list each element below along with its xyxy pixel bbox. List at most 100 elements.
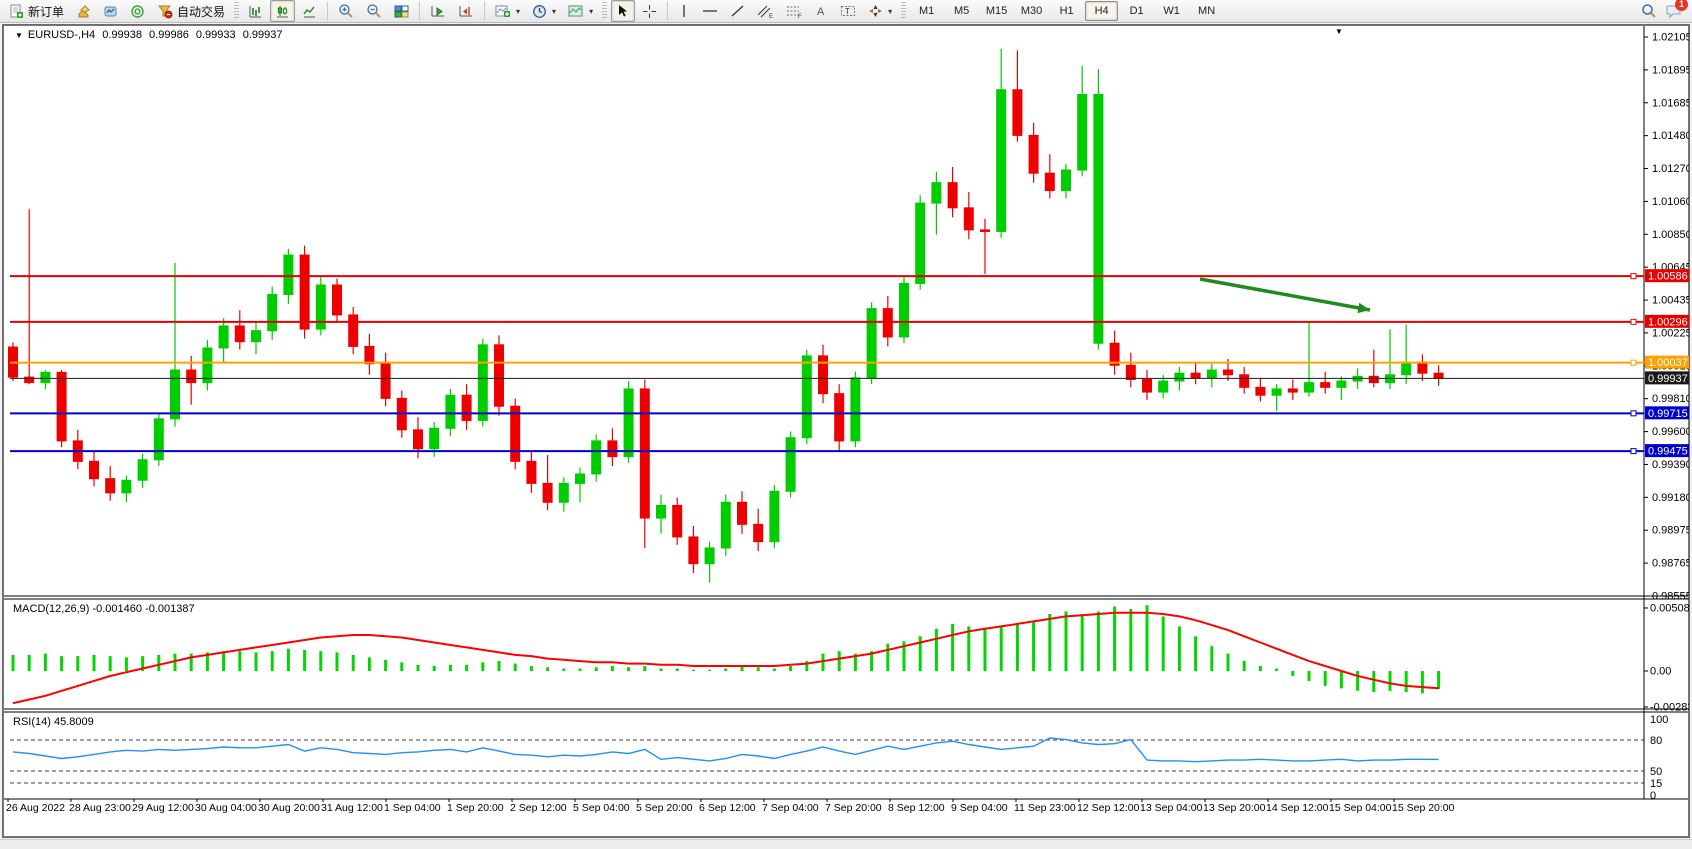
timeframe-d1-button[interactable]: D1 (1129, 5, 1144, 17)
svg-text:1.01270: 1.01270 (1652, 163, 1689, 175)
templates-icon (568, 5, 583, 16)
bar-chart-button[interactable] (243, 0, 268, 22)
timeframe-mn-button[interactable]: MN (1198, 5, 1216, 17)
svg-text:5 Sep 20:00: 5 Sep 20:00 (636, 802, 693, 814)
autotrading-button[interactable]: 自动交易 (152, 0, 230, 22)
ohlc-low: 0.99933 (195, 29, 236, 41)
market-watch-button[interactable] (71, 0, 96, 22)
timeframe-m30-button[interactable]: M30 (1020, 5, 1043, 17)
svg-text:14 Sep 12:00: 14 Sep 12:00 (1266, 802, 1329, 814)
trendline-icon (731, 5, 744, 17)
svg-text:1.01060: 1.01060 (1652, 196, 1689, 208)
symbol-dropdown-icon[interactable]: ▼ (15, 31, 23, 40)
svg-text:11 Sep 23:00: 11 Sep 23:00 (1014, 802, 1076, 814)
auto-scroll-button[interactable] (425, 0, 451, 22)
timeframe-m5-button[interactable]: M5 (953, 5, 970, 17)
fibonacci-button[interactable]: F (781, 0, 808, 22)
svg-text:5 Sep 04:00: 5 Sep 04:00 (573, 802, 630, 814)
ohlc-high: 0.99986 (149, 29, 189, 41)
svg-text:0.99600: 0.99600 (1652, 426, 1689, 438)
horizontal-line-icon (703, 10, 718, 12)
svg-text:100: 100 (1650, 714, 1668, 726)
toolbar-grip (602, 2, 608, 20)
svg-text:E: E (769, 14, 773, 19)
svg-text:15 Sep 04:00: 15 Sep 04:00 (1329, 802, 1392, 814)
zoom-out-button[interactable] (361, 0, 387, 22)
auto-scroll-icon (431, 5, 445, 16)
equidistant-channel-button[interactable]: E (752, 0, 779, 22)
periods-caret-icon: ▾ (552, 6, 557, 16)
svg-text:0: 0 (1650, 790, 1656, 802)
zoom-in-button[interactable] (333, 0, 359, 22)
timeframe-m15-button[interactable]: M15 (985, 5, 1008, 17)
bar-chart-icon (249, 5, 262, 17)
cursor-icon (619, 5, 628, 17)
vertical-line-icon (683, 5, 685, 17)
vertical-line-button[interactable] (673, 0, 695, 22)
chart-menu-arrow-icon[interactable]: ▼ (1335, 27, 1343, 36)
svg-text:1.00435: 1.00435 (1652, 295, 1689, 307)
timeframe-h4-button[interactable]: H4 (1085, 1, 1119, 21)
autotrading-icon (157, 5, 173, 18)
svg-text:1 Sep 20:00: 1 Sep 20:00 (447, 802, 504, 814)
svg-text:8 Sep 12:00: 8 Sep 12:00 (888, 802, 945, 814)
cursor-button[interactable] (611, 0, 636, 22)
timeframe-w1-button[interactable]: W1 (1163, 5, 1180, 17)
text-icon: A (817, 6, 825, 18)
timeframe-m1-button[interactable]: M1 (918, 5, 935, 17)
periods-button[interactable]: ▾ (527, 0, 561, 22)
data-window-icon (104, 6, 117, 16)
svg-text:15: 15 (1650, 778, 1662, 790)
zoom-in-icon (339, 4, 353, 18)
svg-text:1.00850: 1.00850 (1652, 229, 1689, 241)
svg-text:15 Sep 20:00: 15 Sep 20:00 (1392, 802, 1455, 814)
search-icon[interactable] (1641, 3, 1657, 19)
tile-windows-button[interactable] (389, 0, 414, 22)
line-chart-button[interactable] (297, 0, 322, 22)
svg-text:0.98765: 0.98765 (1652, 558, 1689, 570)
svg-text:1.00037: 1.00037 (1648, 357, 1688, 369)
toolbar-separator (667, 2, 669, 20)
toolbar-grip (234, 2, 240, 20)
svg-text:0.98555: 0.98555 (1652, 591, 1689, 603)
macd-indicator-label: MACD(12,26,9) -0.001460 -0.001387 (13, 603, 195, 615)
svg-text:28 Aug 23:00: 28 Aug 23:00 (69, 802, 131, 814)
chat-badge: 1 (1675, 0, 1688, 11)
indicators-icon (495, 5, 511, 17)
svg-text:1.01685: 1.01685 (1652, 97, 1689, 109)
svg-text:30 Aug 04:00: 30 Aug 04:00 (195, 802, 257, 814)
text-label-button[interactable]: T (835, 0, 861, 22)
toolbar-separator (484, 2, 486, 20)
svg-text:F: F (798, 14, 802, 19)
toolbar-separator (419, 2, 421, 20)
templates-caret-icon: ▾ (589, 6, 594, 16)
indicators-button[interactable]: ▾ (490, 0, 525, 22)
signals-button[interactable] (125, 0, 150, 22)
new-order-button[interactable]: 新订单 (4, 0, 69, 22)
templates-button[interactable]: ▾ (563, 0, 598, 22)
crosshair-icon (643, 4, 657, 18)
horizontal-line-button[interactable] (697, 0, 723, 22)
text-label-icon: T (841, 6, 856, 16)
price-chart-canvas[interactable]: 1.02105 1.01895 1.01685 1.01480 1.01270 1.010… (3, 25, 1689, 837)
symbol-period-label: EURUSD-,H4 (27, 29, 96, 41)
text-button[interactable]: A (810, 0, 833, 22)
chart-window[interactable]: ▼ EURUSD-,H4 0.99938 0.99986 0.99933 0.99… (2, 24, 1690, 838)
crosshair-button[interactable] (637, 0, 662, 22)
svg-text:0.98975: 0.98975 (1652, 525, 1689, 537)
arrows-button[interactable]: ▾ (863, 0, 897, 22)
svg-text:29 Aug 12:00: 29 Aug 12:00 (132, 802, 194, 814)
timeframe-h1-button[interactable]: H1 (1059, 5, 1074, 17)
trendline-button[interactable] (725, 0, 750, 22)
svg-text:80: 80 (1650, 735, 1662, 747)
candlestick-chart-button[interactable] (270, 0, 296, 22)
svg-text:1.01480: 1.01480 (1652, 130, 1689, 142)
arrows-caret-icon: ▾ (888, 6, 893, 16)
svg-text:0.99937: 0.99937 (1648, 373, 1688, 385)
svg-text:0.005082: 0.005082 (1650, 602, 1689, 614)
chart-shift-button[interactable] (453, 0, 479, 22)
svg-text:0.99715: 0.99715 (1648, 408, 1688, 420)
chat-button[interactable]: 1 (1665, 0, 1688, 19)
ohlc-close: 0.99937 (242, 29, 283, 41)
data-window-button[interactable] (98, 0, 123, 22)
